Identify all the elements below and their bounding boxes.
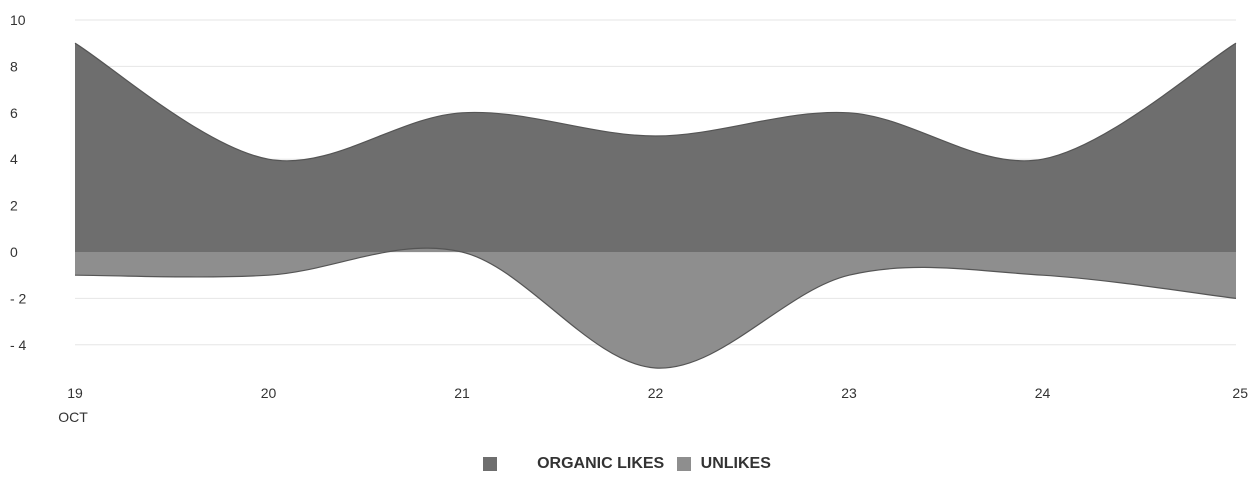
legend-label-unlikes: UNLIKES: [700, 455, 771, 472]
x-tick-label: 24: [1035, 385, 1051, 401]
y-tick-label: 6: [10, 105, 18, 121]
legend-item-organic-likes[interactable]: ORGANIC LIKES: [483, 455, 664, 473]
line-unlikes: [74, 247, 1237, 369]
y-tick-label: 0: [10, 244, 18, 260]
x-axis: OCT 19 20 21 22 23 24 25: [58, 385, 1248, 425]
legend-swatch-organic-likes: [483, 457, 498, 471]
area-unlikes: [75, 248, 1236, 369]
x-axis-unit-label: OCT: [58, 409, 88, 425]
x-tick-label: 20: [261, 385, 277, 401]
legend-item-unlikes[interactable]: UNLIKES: [676, 455, 771, 473]
y-tick-label: 10: [10, 12, 26, 28]
legend-swatch-unlikes: [676, 457, 691, 471]
y-tick-label: 2: [10, 198, 18, 214]
x-tick-label: 25: [1232, 385, 1248, 401]
legend: ORGANIC LIKES UNLIKES: [0, 455, 1254, 476]
x-tick-label: 23: [841, 385, 857, 401]
legend-label-organic-likes: ORGANIC LIKES: [537, 455, 665, 472]
y-tick-label: 4: [10, 151, 18, 167]
area-organic-likes: [75, 43, 1236, 253]
x-tick-label: 21: [454, 385, 470, 401]
y-tick-label: 8: [10, 58, 18, 74]
y-tick-label: - 2: [10, 290, 27, 306]
series-areas: [74, 42, 1237, 369]
y-tick-label: - 4: [10, 337, 27, 353]
x-tick-label: 22: [648, 385, 664, 401]
y-axis: 10 8 6 4 2 0 - 2 - 4: [10, 12, 27, 353]
x-tick-label: 19: [67, 385, 83, 401]
line-organic-likes: [74, 42, 1237, 162]
